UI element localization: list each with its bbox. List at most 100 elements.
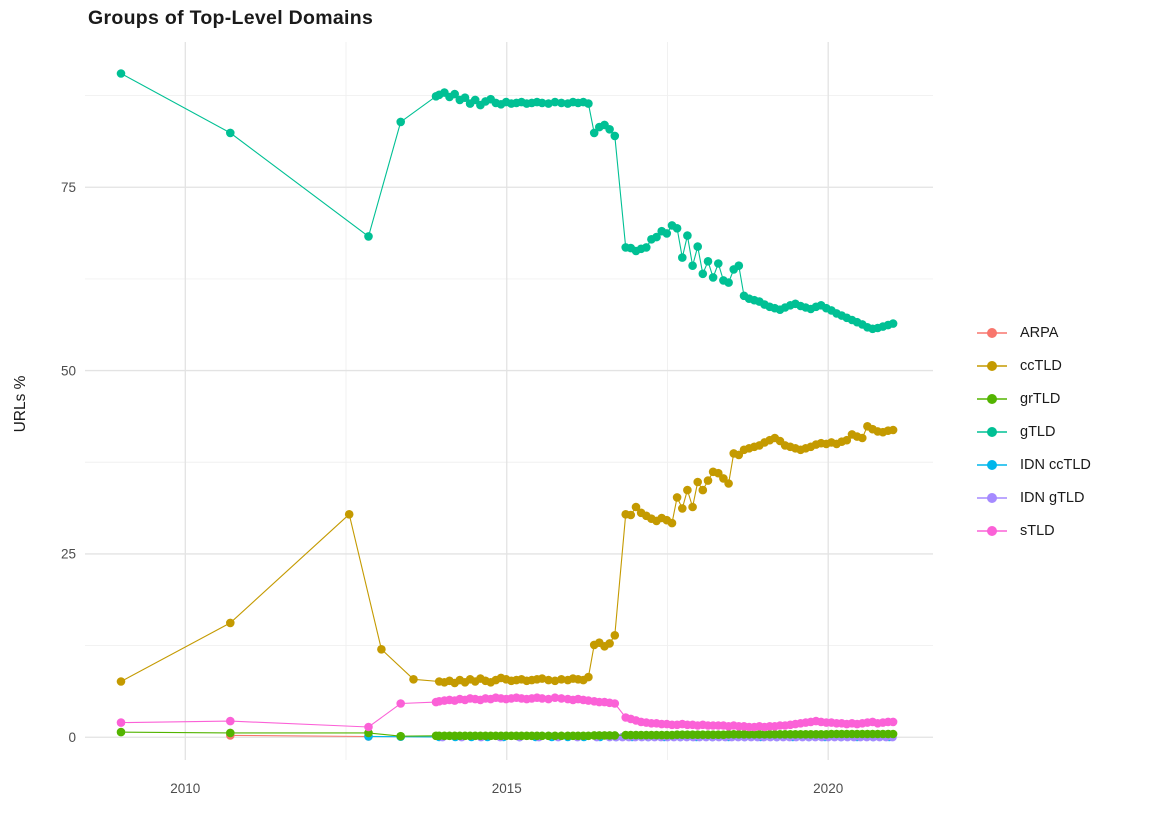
- point-stld: [557, 694, 566, 703]
- legend-key-icon: [977, 426, 1007, 438]
- point-cctld: [678, 504, 687, 513]
- point-cctld: [688, 502, 697, 512]
- point-gtld: [364, 232, 373, 241]
- point-gtld: [642, 243, 651, 252]
- point-gtld: [550, 97, 560, 107]
- legend-label: grTLD: [1020, 390, 1061, 407]
- legend-label: IDN ccTLD: [1020, 456, 1091, 473]
- legend-key-icon: [977, 393, 1007, 405]
- point-stld: [116, 718, 126, 727]
- point-gtld: [888, 319, 898, 328]
- point-grtld: [550, 731, 560, 741]
- point-stld: [888, 717, 898, 727]
- legend-key-icon: [977, 492, 1007, 504]
- point-gtld: [714, 259, 723, 268]
- point-gtld: [396, 117, 406, 127]
- point-gtld: [226, 128, 235, 138]
- point-stld: [537, 694, 547, 703]
- y-axis-tick-label: 25: [61, 547, 76, 562]
- point-cctld: [116, 677, 126, 686]
- point-gtld: [610, 131, 620, 141]
- point-grtld: [557, 731, 566, 741]
- legend-label: gTLD: [1020, 423, 1056, 440]
- point-grtld: [396, 731, 406, 741]
- point-cctld: [344, 510, 354, 519]
- point-cctld: [888, 425, 898, 435]
- point-stld: [364, 722, 373, 732]
- point-gtld: [672, 224, 682, 233]
- point-gtld: [652, 232, 661, 242]
- legend-key-icon: [977, 360, 1007, 372]
- point-cctld: [693, 477, 702, 487]
- point-cctld: [683, 485, 692, 495]
- point-gtld: [734, 261, 744, 271]
- point-cctld: [631, 502, 641, 512]
- legend-item-grtld: grTLD: [977, 382, 1091, 415]
- legend-key-icon: [977, 525, 1007, 537]
- point-stld: [544, 694, 553, 704]
- point-cctld: [858, 433, 867, 443]
- point-stld: [226, 716, 235, 726]
- x-axis-tick-label: 2010: [170, 781, 200, 796]
- point-cctld: [672, 493, 682, 502]
- y-axis-tick-label: 75: [61, 180, 76, 195]
- legend-key-dot: [987, 459, 997, 470]
- point-gtld: [470, 95, 480, 105]
- point-gtld: [544, 99, 553, 108]
- legend-key-dot: [987, 393, 997, 404]
- point-gtld: [724, 278, 733, 287]
- legend-label: ARPA: [1020, 324, 1059, 341]
- point-gtld: [698, 269, 708, 279]
- legend-item-arpa: ARPA: [977, 316, 1091, 349]
- point-cctld: [610, 631, 620, 640]
- chart-title: Groups of Top-Level Domains: [88, 7, 374, 29]
- legend-key-dot: [987, 525, 997, 536]
- point-gtld: [450, 89, 460, 99]
- point-gtld: [708, 273, 718, 282]
- point-gtld: [589, 128, 599, 138]
- point-cctld: [544, 675, 553, 685]
- point-cctld: [557, 675, 566, 684]
- x-axis-tick-label: 2015: [492, 781, 522, 796]
- point-grtld: [610, 731, 620, 740]
- point-gtld: [605, 125, 614, 134]
- x-axis-tick-label: 2020: [813, 781, 843, 796]
- point-stld: [396, 699, 406, 708]
- point-gtld: [693, 242, 702, 251]
- legend-key-icon: [977, 327, 1007, 339]
- legend-label: sTLD: [1020, 522, 1055, 539]
- point-stld: [610, 699, 620, 708]
- legend-key-dot: [987, 360, 997, 371]
- legend-key-icon: [977, 459, 1007, 471]
- point-grtld: [116, 727, 126, 737]
- point-gtld: [584, 99, 593, 108]
- point-grtld: [226, 728, 235, 738]
- series-line-arpa: [230, 734, 369, 738]
- point-gtld: [678, 253, 687, 262]
- point-gtld: [116, 69, 126, 78]
- point-gtld: [557, 98, 566, 108]
- point-gtld: [703, 257, 713, 266]
- point-cctld: [584, 672, 593, 682]
- legend-label: ccTLD: [1020, 357, 1062, 374]
- point-cctld: [842, 435, 852, 445]
- y-axis-tick-label: 0: [68, 730, 76, 745]
- point-cctld: [703, 476, 713, 485]
- point-cctld: [409, 675, 418, 684]
- point-cctld: [377, 645, 386, 654]
- point-cctld: [724, 479, 733, 488]
- point-grtld: [888, 729, 898, 739]
- point-gtld: [537, 98, 547, 108]
- legend-key-dot: [987, 327, 997, 338]
- point-gtld: [662, 229, 672, 238]
- point-cctld: [667, 518, 677, 528]
- legend-item-idn-gtld: IDN gTLD: [977, 481, 1091, 514]
- legend-item-stld: sTLD: [977, 514, 1091, 547]
- point-cctld: [698, 485, 708, 495]
- point-cctld: [605, 639, 614, 648]
- legend: ARPA ccTLD grTLD gTLD IDN ccTLD IDN gTLD sTLD: [977, 316, 1091, 547]
- point-gtld: [683, 231, 692, 240]
- legend-item-gtld: gTLD: [977, 415, 1091, 448]
- legend-key-dot: [987, 492, 997, 503]
